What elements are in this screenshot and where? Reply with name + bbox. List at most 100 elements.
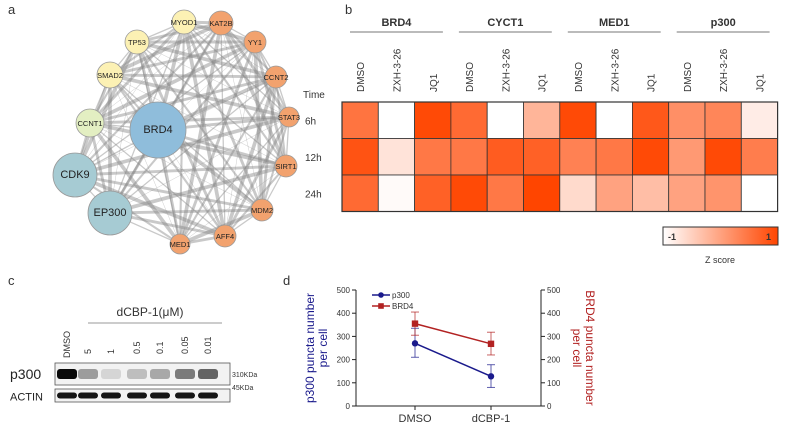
network-edge (219, 22, 291, 118)
network-edge (89, 75, 277, 125)
marker-label: 45KDa (232, 385, 254, 392)
column-label: ZXH-3-26 (501, 48, 512, 92)
column-label: ZXH-3-26 (719, 48, 730, 92)
lane-label: 5 (83, 349, 93, 354)
blot-band (78, 369, 98, 379)
network-node (278, 106, 300, 128)
heatmap-cell (523, 174, 561, 212)
network-edge (109, 208, 263, 215)
network-edge (183, 21, 287, 167)
heatmap-border (341, 101, 779, 213)
heatmap-cell (559, 138, 597, 176)
heatmap-cell (341, 174, 379, 212)
treatment-label: dCBP-1(μM) (117, 305, 184, 319)
network-node (243, 30, 267, 54)
network-edge (179, 165, 287, 245)
y-tick-label-right: 300 (547, 332, 561, 341)
network-edge (179, 116, 290, 245)
western-blot: dCBP-1(μM) DMSO 5 1 0.5 0.1 0.05 0.01 p300 310KDa… (10, 305, 257, 404)
blot-band (198, 392, 218, 399)
network-edge (109, 73, 277, 79)
network-node (52, 152, 98, 198)
node-label: MED1 (170, 240, 191, 249)
heatmap-cell (414, 174, 452, 212)
heatmap-cell (704, 138, 742, 176)
heatmap-cell (704, 174, 742, 212)
heatmap-cell (668, 101, 706, 139)
network-edge (109, 76, 277, 214)
network-edge (136, 40, 277, 79)
network-edge (183, 21, 277, 78)
network-edge (109, 40, 256, 77)
puncta-chart: 0 0 100 100 200 200 300 300 400 400 500 500 DMSO dCBP… (303, 286, 597, 425)
heatmap-cell (740, 138, 778, 176)
heatmap-cell (595, 101, 633, 139)
x-tick-label: DMSO (399, 413, 432, 425)
network-node (169, 233, 191, 255)
node-label: CDK9 (60, 169, 89, 181)
heatmap-cell (414, 138, 452, 176)
blot-band (175, 369, 195, 379)
column-label: DMSO (465, 62, 476, 92)
network-edge (74, 22, 222, 176)
blot-band (150, 369, 170, 379)
heatmap-cell (668, 138, 706, 176)
network-edge (109, 73, 290, 119)
row-header: Time (303, 90, 325, 101)
blot-band (78, 392, 98, 399)
blot-band (175, 392, 195, 399)
column-label: JQ1 (538, 73, 549, 92)
node-label: MYOD1 (171, 18, 198, 27)
y-tick-label-right: 400 (547, 309, 561, 318)
heatmap-cell (740, 101, 778, 139)
colorbar-min: -1 (668, 232, 676, 242)
series-line-p300 (414, 342, 492, 377)
network-edge (74, 173, 263, 212)
blot-row-label: ACTIN (10, 392, 43, 404)
y-tick-label: 500 (337, 286, 351, 295)
column-label: JQ1 (647, 73, 658, 92)
blot-band (101, 392, 121, 399)
network-edge (109, 116, 290, 214)
blot-band (127, 392, 147, 399)
network-edge (89, 122, 226, 237)
column-label: ZXH-3-26 (610, 48, 621, 92)
network-edge (89, 121, 287, 168)
series-line-BRD4 (414, 322, 492, 345)
heatmap: BRD4 DMSO ZXH-3-26 JQ1 CYCT1 DMSO ZXH-3-26 JQ1 M… (303, 17, 779, 265)
network-edge (109, 74, 287, 167)
row-label: 24h (305, 189, 322, 200)
heatmap-cell (559, 174, 597, 212)
network-node (96, 61, 124, 89)
network-edge (89, 40, 256, 125)
legend-marker (378, 303, 384, 309)
lane-label: 0.01 (203, 336, 213, 354)
blot-band (198, 369, 218, 379)
interaction-network: MYOD1 KAT2B TP53 YY1 SMAD2 CCNT2 CCNT1 STAT3 BRD… (52, 9, 300, 255)
network-edge (219, 22, 288, 167)
legend-label: BRD4 (392, 302, 414, 311)
label-line: BRD4 puncta number (583, 290, 597, 405)
heatmap-cell (377, 174, 415, 212)
network-edge (223, 76, 278, 237)
network-edge (89, 22, 222, 124)
lane-label: 0.1 (155, 341, 165, 354)
network-edge (179, 76, 277, 245)
network-edge (220, 22, 263, 211)
network-edge (136, 41, 290, 118)
network-edge (89, 122, 263, 211)
network-edge (109, 41, 138, 214)
y-axis-label-right: BRD4 puncta numberper cell (570, 290, 597, 405)
row-label: 12h (305, 153, 322, 164)
blot-band (57, 369, 77, 379)
column-label: DMSO (356, 62, 367, 92)
network-node (213, 224, 237, 248)
y-tick-label-right: 100 (547, 379, 561, 388)
label-line: p300 puncta number (303, 293, 317, 403)
blot-band (127, 369, 147, 379)
panel-label-a: a (8, 2, 16, 17)
network-edge (74, 21, 185, 176)
y-tick-label: 300 (337, 332, 351, 341)
network-node (208, 10, 234, 36)
column-label: JQ1 (755, 73, 766, 92)
